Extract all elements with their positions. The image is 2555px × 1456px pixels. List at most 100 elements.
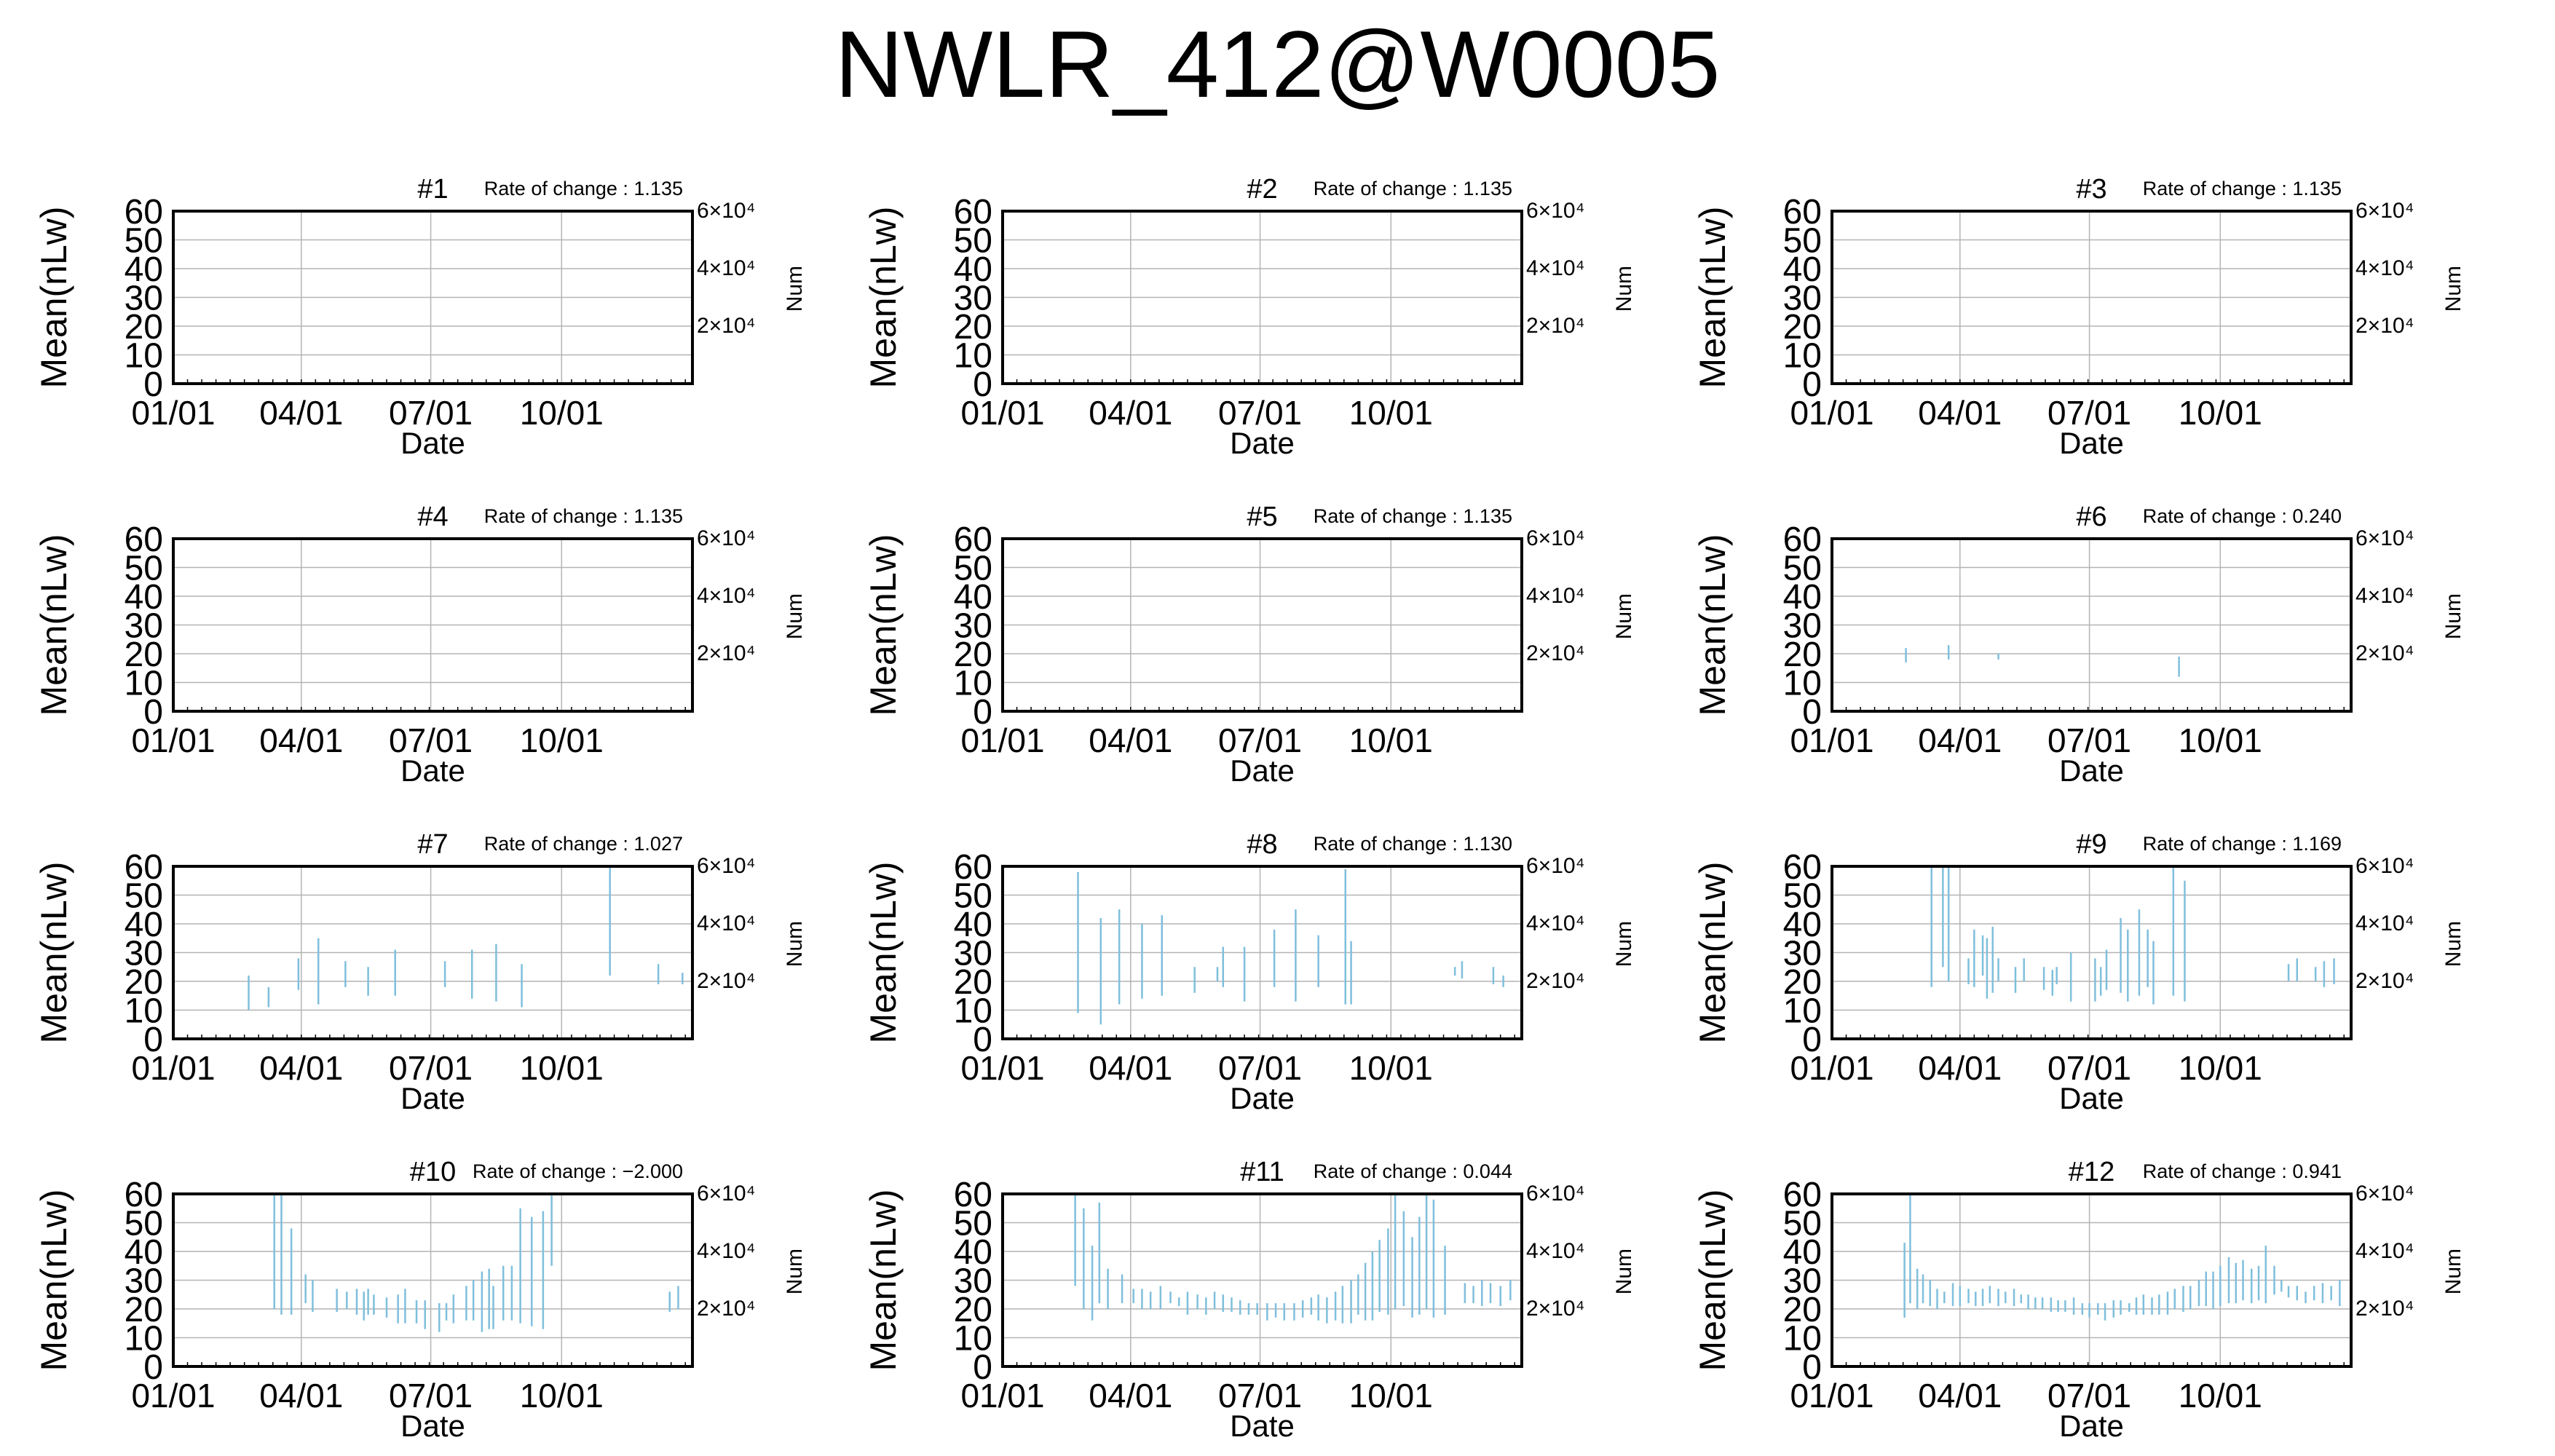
x-axis-label: Date — [2059, 1081, 2124, 1115]
y-tick-label: 20 — [954, 963, 992, 1002]
y-tick-label: 60 — [125, 1176, 163, 1214]
plot-frame — [172, 865, 694, 1040]
x-tick-label: 01/01 — [1790, 721, 1873, 759]
y-tick-label: 60 — [1783, 521, 1822, 559]
y-tick-label: 60 — [1783, 1176, 1822, 1214]
x-tick-label: 07/01 — [2047, 1049, 2131, 1087]
panel-title: #4 — [417, 502, 448, 532]
y-tick-label: 50 — [954, 550, 992, 588]
y-tick-label: 30 — [125, 935, 163, 973]
y-tick-label: 20 — [1783, 636, 1822, 674]
x-tick-label: 10/01 — [2179, 394, 2262, 432]
y2-tick-label: 6×10⁴ — [697, 854, 755, 878]
x-axis-label: Date — [2059, 1409, 2124, 1443]
x-tick-label: 07/01 — [2047, 721, 2131, 759]
rate-of-change-annotation: Rate of change : 1.135 — [1314, 505, 1512, 527]
y-tick-label: 30 — [954, 935, 992, 973]
y-tick-label: 40 — [1783, 250, 1822, 289]
y2-tick-label: 2×10⁴ — [1526, 641, 1584, 665]
y-tick-label: 40 — [125, 250, 163, 289]
x-axis-label: Date — [400, 753, 465, 788]
y-tick-label: 60 — [125, 521, 163, 559]
y2-tick-label: 4×10⁴ — [2355, 584, 2414, 608]
x-tick-label: 07/01 — [1218, 1049, 1302, 1087]
y-tick-label: 40 — [125, 906, 163, 944]
x-tick-label: 01/01 — [960, 1377, 1044, 1415]
figure-title: NWLR_412@W0005 — [834, 11, 1721, 117]
x-tick-label: 10/01 — [1349, 1377, 1433, 1415]
y2-axis-label: Num — [783, 593, 807, 639]
plot-frame — [1001, 537, 1523, 713]
rate-of-change-annotation: Rate of change : 0.941 — [2143, 1160, 2342, 1182]
y-tick-label: 30 — [125, 1262, 163, 1301]
y-axis-label: Mean(nLw) — [33, 861, 74, 1043]
x-tick-label: 04/01 — [259, 394, 343, 432]
y-tick-label: 30 — [1783, 1262, 1822, 1301]
y-tick-label: 20 — [125, 1291, 163, 1329]
y2-tick-label: 2×10⁴ — [1526, 969, 1584, 993]
y-tick-label: 50 — [954, 1205, 992, 1243]
panel-title: #10 — [410, 1157, 456, 1187]
y2-tick-label: 6×10⁴ — [1526, 1182, 1584, 1206]
x-tick-label: 10/01 — [520, 721, 604, 759]
y-tick-label: 20 — [1783, 308, 1822, 347]
y2-tick-label: 6×10⁴ — [697, 526, 755, 550]
y-tick-label: 20 — [125, 308, 163, 347]
y-tick-label: 10 — [125, 992, 163, 1031]
x-tick-label: 07/01 — [389, 1049, 473, 1087]
y2-tick-label: 6×10⁴ — [2355, 1182, 2414, 1206]
x-tick-label: 10/01 — [520, 394, 604, 432]
y2-axis-label: Num — [1612, 921, 1636, 967]
x-tick-label: 01/01 — [131, 1049, 215, 1087]
y-tick-label: 40 — [1783, 1233, 1822, 1272]
y-tick-label: 60 — [954, 193, 992, 232]
x-tick-label: 07/01 — [1218, 394, 1302, 432]
x-tick-label: 04/01 — [1089, 1049, 1172, 1087]
y-tick-label: 20 — [125, 963, 163, 1002]
bar-series — [273, 1194, 679, 1332]
panel-title: #5 — [1247, 502, 1277, 532]
plot-frame — [1831, 865, 2353, 1040]
y-tick-label: 30 — [1783, 280, 1822, 318]
y2-axis-label: Num — [2441, 921, 2465, 967]
y2-tick-label: 4×10⁴ — [697, 584, 755, 608]
rate-of-change-annotation: Rate of change : 1.135 — [484, 178, 683, 199]
y-tick-label: 50 — [125, 550, 163, 588]
x-tick-label: 07/01 — [2047, 1377, 2131, 1415]
x-tick-label: 10/01 — [1349, 1049, 1433, 1087]
y-axis-label: Mean(nLw) — [863, 861, 904, 1043]
x-axis-label: Date — [2059, 426, 2124, 460]
y-tick-label: 40 — [125, 578, 163, 617]
x-tick-label: 04/01 — [259, 721, 343, 759]
y-tick-label: 60 — [125, 193, 163, 232]
y-tick-label: 0 — [143, 1021, 163, 1059]
y2-tick-label: 4×10⁴ — [2355, 256, 2414, 280]
x-tick-label: 01/01 — [960, 1049, 1044, 1087]
y-axis-label: Mean(nLw) — [863, 206, 904, 388]
y2-axis-label: Num — [783, 921, 807, 967]
plot-frame — [172, 537, 694, 713]
y-tick-label: 20 — [1783, 963, 1822, 1002]
y2-tick-label: 2×10⁴ — [2355, 641, 2414, 665]
y-tick-label: 40 — [1783, 578, 1822, 617]
y2-tick-label: 6×10⁴ — [697, 1182, 755, 1206]
y-tick-label: 30 — [1783, 935, 1822, 973]
y2-tick-label: 6×10⁴ — [2355, 199, 2414, 223]
y2-tick-label: 2×10⁴ — [697, 641, 755, 665]
x-tick-label: 07/01 — [1218, 721, 1302, 759]
y-tick-label: 0 — [973, 1348, 992, 1387]
y-tick-label: 0 — [1802, 1348, 1822, 1387]
bar-series — [1905, 645, 2180, 677]
y-tick-label: 10 — [125, 665, 163, 703]
y-tick-label: 0 — [143, 693, 163, 732]
x-tick-label: 01/01 — [960, 721, 1044, 759]
rate-of-change-annotation: Rate of change : 1.135 — [1314, 178, 1512, 199]
y-tick-label: 10 — [125, 337, 163, 376]
y-tick-label: 40 — [954, 250, 992, 289]
y-tick-label: 40 — [1783, 906, 1822, 944]
plot-frame — [1001, 210, 1523, 385]
